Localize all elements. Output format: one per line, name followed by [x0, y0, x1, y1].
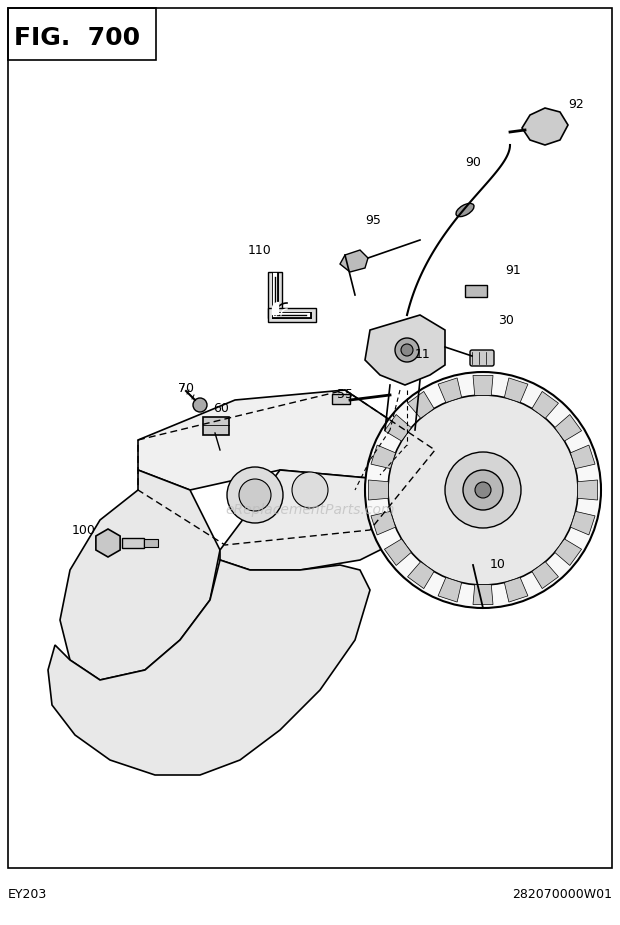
Text: 95: 95	[365, 214, 381, 227]
Ellipse shape	[456, 204, 474, 216]
Bar	[8, 8, 156, 60]
Polygon shape	[371, 512, 396, 535]
Circle shape	[388, 395, 578, 585]
Text: 110: 110	[248, 243, 272, 256]
Polygon shape	[438, 378, 462, 402]
Circle shape	[239, 479, 271, 511]
Circle shape	[292, 472, 328, 508]
Text: 92: 92	[568, 98, 584, 112]
Bar	[122, 538, 144, 548]
Circle shape	[227, 467, 283, 523]
Polygon shape	[578, 480, 598, 500]
Bar	[268, 308, 316, 322]
Bar	[268, 272, 282, 318]
Polygon shape	[365, 315, 445, 385]
Bar	[465, 285, 487, 297]
Polygon shape	[555, 539, 582, 565]
Circle shape	[445, 452, 521, 528]
Bar	[272, 312, 312, 318]
Polygon shape	[532, 561, 559, 588]
Circle shape	[475, 482, 491, 498]
Polygon shape	[60, 470, 220, 680]
Polygon shape	[555, 414, 582, 441]
Text: 55: 55	[337, 388, 353, 401]
Circle shape	[193, 398, 207, 412]
Polygon shape	[570, 445, 595, 469]
Text: 282070000W01: 282070000W01	[512, 889, 612, 902]
Text: 10: 10	[490, 559, 506, 572]
Bar	[332, 394, 350, 404]
Polygon shape	[473, 376, 493, 395]
Polygon shape	[505, 378, 528, 402]
Polygon shape	[532, 391, 559, 418]
Text: 91: 91	[505, 264, 521, 277]
Polygon shape	[522, 108, 568, 145]
Polygon shape	[505, 577, 528, 602]
Polygon shape	[368, 480, 388, 500]
Circle shape	[395, 338, 419, 362]
FancyBboxPatch shape	[470, 350, 494, 366]
Circle shape	[463, 470, 503, 510]
Polygon shape	[473, 585, 493, 605]
Polygon shape	[371, 445, 396, 469]
Circle shape	[365, 372, 601, 608]
Text: FIG.  700: FIG. 700	[14, 26, 140, 50]
Polygon shape	[407, 391, 434, 418]
Polygon shape	[220, 450, 435, 570]
Polygon shape	[384, 414, 411, 441]
Text: 30: 30	[498, 314, 514, 327]
Polygon shape	[438, 577, 462, 602]
Bar	[144, 539, 158, 547]
Text: 90: 90	[465, 155, 481, 168]
Text: 100: 100	[72, 524, 96, 536]
Bar	[272, 276, 278, 314]
Text: EY203: EY203	[8, 889, 47, 902]
Polygon shape	[138, 390, 435, 490]
Polygon shape	[570, 512, 595, 535]
Text: eReplacementParts.com: eReplacementParts.com	[225, 503, 395, 517]
Text: 60: 60	[213, 401, 229, 414]
Polygon shape	[96, 529, 120, 557]
Bar	[203, 417, 229, 435]
Polygon shape	[407, 561, 434, 588]
Polygon shape	[384, 539, 411, 565]
Polygon shape	[340, 250, 368, 272]
Text: 70: 70	[178, 381, 194, 394]
Polygon shape	[48, 560, 370, 775]
Circle shape	[401, 344, 413, 356]
Text: 11: 11	[415, 349, 431, 362]
